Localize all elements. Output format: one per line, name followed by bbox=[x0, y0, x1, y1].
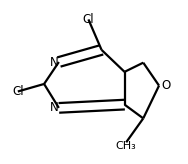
Text: Cl: Cl bbox=[12, 85, 24, 98]
Text: CH₃: CH₃ bbox=[116, 141, 136, 151]
Text: N: N bbox=[50, 55, 59, 69]
Text: O: O bbox=[161, 79, 170, 92]
Text: N: N bbox=[50, 101, 59, 114]
Text: Cl: Cl bbox=[83, 13, 94, 26]
